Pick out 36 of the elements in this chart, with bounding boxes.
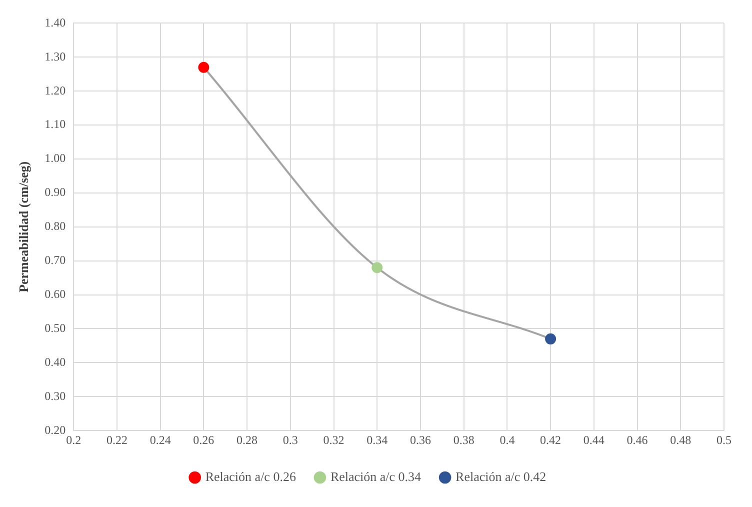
x-tick-label: 0.22 <box>106 432 128 447</box>
legend-label: Relación a/c 0.42 <box>456 468 546 484</box>
x-tick-label: 0.5 <box>716 432 732 447</box>
y-tick-label: 0.20 <box>44 422 66 437</box>
x-tick-label: 0.4 <box>500 432 515 447</box>
x-tick-label: 0.46 <box>626 432 648 447</box>
x-tick-label: 0.36 <box>410 432 431 447</box>
y-tick-label: 1.40 <box>44 15 66 30</box>
point <box>198 62 210 73</box>
y-tick-label: 0.60 <box>44 286 66 301</box>
y-tick-label: 1.00 <box>44 151 66 166</box>
y-tick-label: 0.70 <box>44 253 66 268</box>
x-tick-label: 0.2 <box>66 432 82 447</box>
x-tick-label: 0.34 <box>366 432 388 447</box>
y-tick-label: 0.80 <box>44 219 66 234</box>
y-axis-title: Permeabilidad (cm/seg) <box>16 161 32 292</box>
x-tick-label: 0.44 <box>583 432 604 447</box>
x-tick-label: 0.26 <box>193 432 214 447</box>
x-tick-label: 0.38 <box>453 432 474 447</box>
y-tick-label: 0.90 <box>44 185 66 200</box>
x-tick-label: 0.42 <box>540 432 562 447</box>
point <box>545 333 556 344</box>
y-tick-label: 1.20 <box>44 83 66 98</box>
y-tick-label: 1.10 <box>44 117 66 132</box>
x-tick-label: 0.28 <box>236 432 258 447</box>
x-tick-label: 0.3 <box>282 432 298 447</box>
y-tick-label: 1.30 <box>44 49 66 64</box>
point <box>372 262 383 274</box>
y-tick-label: 0.40 <box>44 354 66 369</box>
legend-label: Relación a/c 0.26 <box>205 468 296 484</box>
x-tick-label: 0.32 <box>323 432 344 447</box>
legend-label: Relación a/c 0.34 <box>330 468 422 484</box>
y-tick-label: 0.50 <box>44 320 66 335</box>
y-tick-label: 0.30 <box>44 388 66 403</box>
x-tick-label: 0.24 <box>150 432 171 447</box>
x-tick-label: 0.48 <box>670 432 692 447</box>
